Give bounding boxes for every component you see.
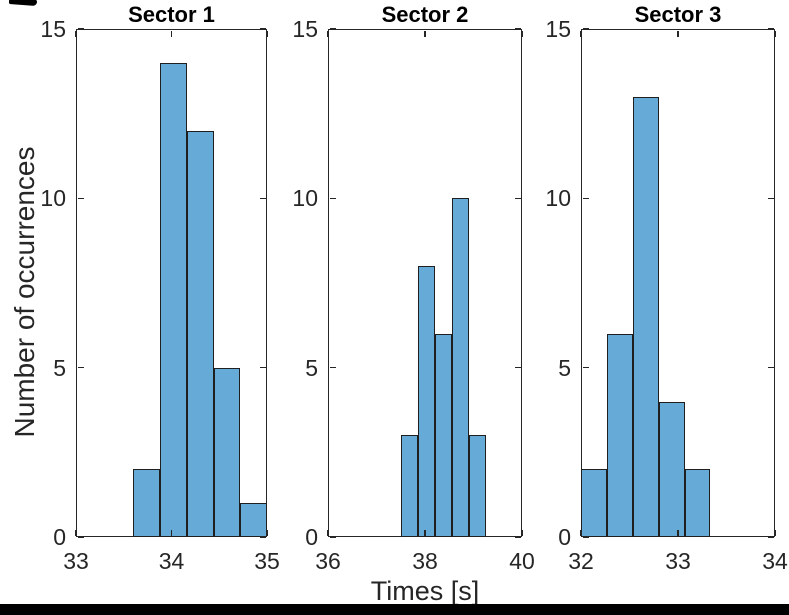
x-axis-tick (424, 529, 426, 536)
y-axis-tick-right (767, 536, 774, 538)
y-tick-label: 5 (53, 354, 66, 381)
x-axis-tick-top (424, 30, 426, 37)
y-axis-tick-right (767, 28, 774, 30)
x-tick-label: 32 (568, 548, 594, 574)
y-tick-label: 0 (558, 524, 571, 550)
y-tick-label: 0 (305, 524, 318, 550)
y-axis-tick-right (514, 536, 521, 538)
y-axis-tick (582, 536, 589, 538)
y-tick-label: 15 (40, 16, 66, 42)
y-axis-tick (582, 28, 589, 30)
y-axis-tick (329, 28, 336, 30)
y-axis-tick-right (259, 28, 266, 30)
subplot-title: Sector 1 (128, 2, 215, 27)
y-axis-tick-right (514, 197, 521, 200)
histogram-bar (400, 435, 418, 537)
y-axis-tick (77, 28, 84, 30)
x-tick-label: 38 (412, 548, 438, 574)
x-tick-label: 33 (63, 548, 89, 574)
x-axis-label: Times [s] (370, 576, 480, 606)
y-tick-label: 10 (40, 185, 66, 212)
y-axis-tick (329, 536, 336, 538)
y-tick-label: 10 (292, 185, 318, 212)
histogram-bar (632, 96, 659, 537)
histogram-bar (468, 435, 486, 537)
x-axis-tick (266, 529, 268, 536)
y-axis-tick-right (767, 366, 774, 369)
histogram-bar (434, 333, 452, 537)
x-tick-label: 34 (158, 548, 185, 574)
y-axis-tick-right (767, 197, 774, 200)
histogram-bar (186, 130, 214, 537)
histogram-bar (606, 333, 633, 537)
x-axis-tick-top (677, 30, 679, 37)
histogram-bar (213, 367, 241, 537)
y-tick-label: 15 (545, 16, 571, 42)
histogram-bar (240, 503, 267, 537)
histogram-bar (451, 198, 469, 537)
x-axis-tick-top (266, 30, 268, 37)
y-axis-tick (329, 366, 336, 369)
y-axis-tick (77, 197, 84, 200)
y-axis-tick (77, 366, 84, 369)
x-axis-tick-top (75, 30, 77, 37)
x-axis-tick-top (580, 30, 582, 37)
y-tick-label: 15 (292, 16, 318, 42)
x-tick-label: 40 (509, 548, 535, 574)
y-axis-tick-right (259, 536, 266, 538)
y-axis-tick-right (259, 197, 266, 200)
y-axis-tick (77, 536, 84, 538)
x-tick-label: 36 (315, 548, 341, 574)
y-axis-tick (329, 197, 336, 200)
x-axis-tick (327, 529, 329, 536)
y-axis-tick-right (514, 28, 521, 30)
x-axis-tick-top (521, 30, 523, 37)
histogram-bar (133, 469, 161, 537)
y-tick-label: 5 (558, 354, 571, 381)
bottom-letterbox-bar (0, 604, 789, 615)
y-axis-tick (582, 366, 589, 369)
histogram-bar (684, 469, 711, 537)
x-axis-tick (521, 529, 523, 536)
subplot-title: Sector 3 (634, 2, 722, 27)
y-tick-label: 10 (545, 185, 571, 212)
y-axis-tick (582, 197, 589, 200)
x-axis-tick (170, 529, 173, 536)
y-tick-label: 0 (53, 524, 66, 550)
x-axis-tick (580, 529, 582, 536)
histogram-bar (658, 401, 685, 537)
y-axis-tick-right (514, 366, 521, 369)
subplot-title: Sector 2 (381, 2, 469, 27)
x-axis-tick (75, 529, 77, 536)
histogram-bar (581, 469, 607, 537)
y-tick-label: 5 (305, 354, 318, 381)
histogram-bar (417, 266, 435, 537)
x-axis-tick (774, 529, 776, 536)
histogram-bar (160, 62, 187, 537)
x-tick-label: 34 (762, 548, 788, 574)
y-axis-tick-right (259, 366, 266, 369)
x-axis-tick-top (774, 30, 776, 37)
x-tick-label: 33 (665, 548, 691, 574)
screen-artifact-mark (8, 0, 38, 6)
x-axis-tick (677, 529, 679, 536)
x-axis-tick-top (170, 30, 173, 37)
x-tick-label: 35 (254, 548, 280, 574)
x-axis-tick-top (327, 30, 329, 37)
